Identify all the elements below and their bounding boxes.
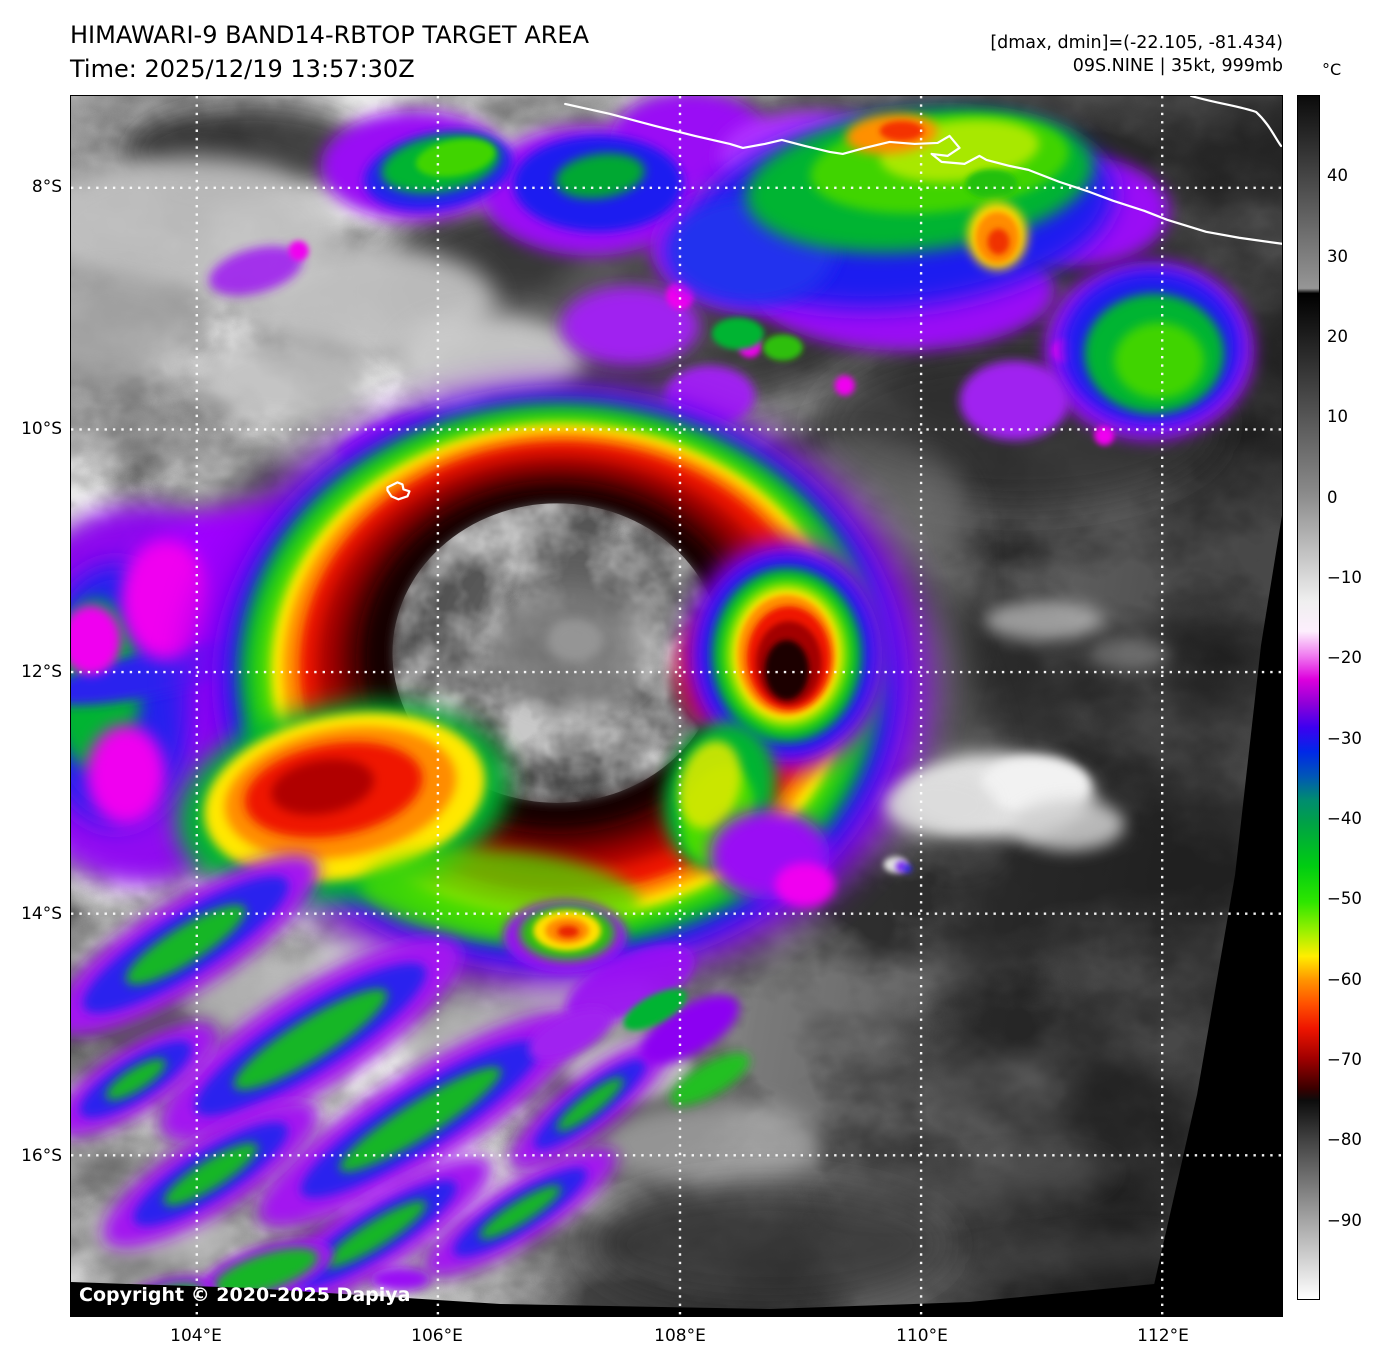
annotation-block: [dmax, dmin]=(-22.105, -81.434) 09S.NINE… xyxy=(990,32,1283,78)
x-tick-104e: 104°E xyxy=(170,1326,222,1346)
y-tick-8s: 8°S xyxy=(31,177,62,197)
colorbar-tick-m20: −20 xyxy=(1327,648,1362,667)
colorbar-tick-40: 40 xyxy=(1327,166,1348,185)
colorbar-tick-30: 30 xyxy=(1327,247,1348,266)
satellite-map: Copyright © 2020-2025 Dapiya xyxy=(70,95,1283,1317)
southeast-cloud-cluster xyxy=(883,600,1170,873)
figure-title: HIMAWARI-9 BAND14-RBTOP TARGET AREA xyxy=(70,21,590,49)
y-tick-10s: 10°S xyxy=(21,419,62,439)
eastern-convective-blob xyxy=(663,540,889,907)
island-outline xyxy=(386,481,411,501)
colorbar-tick-m10: −10 xyxy=(1327,568,1362,587)
satellite-imagery xyxy=(71,96,1282,1316)
colorbar-tick-20: 20 xyxy=(1327,327,1348,346)
x-tick-106e: 106°E xyxy=(411,1326,463,1346)
copyright-label: Copyright © 2020-2025 Dapiya xyxy=(79,1284,411,1306)
dmax-dmin-annotation: [dmax, dmin]=(-22.105, -81.434) xyxy=(990,33,1283,53)
storm-info-annotation: 09S.NINE | 35kt, 999mb xyxy=(1072,56,1283,76)
colorbar-unit-label: °C xyxy=(1322,60,1342,79)
colorbar xyxy=(1297,95,1320,1300)
coastline xyxy=(386,96,1282,501)
x-tick-110e: 110°E xyxy=(896,1326,948,1346)
colorbar-tick-0: 0 xyxy=(1327,488,1338,507)
y-tick-16s: 16°S xyxy=(21,1146,62,1166)
southwest-convective-lobe xyxy=(176,702,640,941)
colorbar-tick-m80: −80 xyxy=(1327,1130,1362,1149)
colorbar-tick-m60: −60 xyxy=(1327,970,1362,989)
colorbar-tick-m30: −30 xyxy=(1327,729,1362,748)
figure-time: Time: 2025/12/19 13:57:30Z xyxy=(70,55,415,83)
y-tick-12s: 12°S xyxy=(21,662,62,682)
title-block: HIMAWARI-9 BAND14-RBTOP TARGET AREA Time… xyxy=(70,18,589,86)
y-tick-14s: 14°S xyxy=(21,904,62,924)
colorbar-tick-m50: −50 xyxy=(1327,889,1362,908)
northern-convective-band xyxy=(320,96,1255,446)
lat-lon-gridlines xyxy=(71,96,1282,1316)
colorbar-tick-m90: −90 xyxy=(1327,1211,1362,1230)
colorbar-tick-m40: −40 xyxy=(1327,809,1362,828)
colorbar-tick-10: 10 xyxy=(1327,407,1348,426)
colorbar-tick-m70: −70 xyxy=(1327,1050,1362,1069)
x-tick-108e: 108°E xyxy=(654,1326,706,1346)
x-tick-112e: 112°E xyxy=(1137,1326,1189,1346)
